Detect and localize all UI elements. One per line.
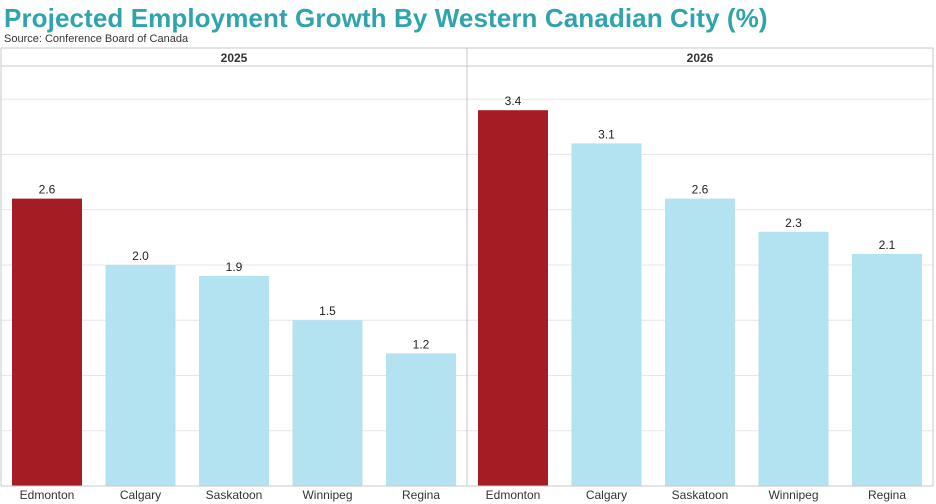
bar: [758, 231, 829, 486]
data-label: 2.1: [879, 238, 896, 252]
category-label: Calgary: [120, 488, 161, 502]
data-label: 3.1: [598, 127, 615, 141]
category-label: Winnipeg: [768, 488, 818, 502]
panel-2025: 2025 2.6 Edmonton 2.0 Calgary 1.9 Saskatoon 1.5…: [0, 47, 467, 502]
category-label: Edmonton: [486, 488, 541, 502]
data-label: 2.3: [785, 216, 802, 230]
category-label: Regina: [402, 488, 440, 502]
chart-title: Projected Employment Growth By Western C…: [4, 3, 768, 33]
bar: [386, 353, 456, 486]
bar: [199, 276, 269, 486]
bar: [571, 143, 642, 487]
chart-source: Source: Conference Board of Canada: [4, 33, 189, 45]
data-label: 2.0: [132, 249, 149, 263]
bar: [478, 110, 548, 487]
bar: [105, 264, 176, 486]
category-label: Edmonton: [20, 488, 75, 502]
category-label: Winnipeg: [302, 488, 352, 502]
bar: [292, 320, 363, 486]
bar: [12, 198, 82, 486]
data-label: 1.2: [413, 337, 430, 351]
bar: [852, 253, 922, 486]
category-label: Saskatoon: [206, 488, 263, 502]
data-label: 1.5: [319, 304, 336, 318]
data-label: 2.6: [39, 183, 56, 197]
panel-2026: 2026 3.4 Edmonton 3.1 Calgary 2.6 Saskatoon 2.3…: [466, 47, 934, 502]
data-label: 3.4: [505, 94, 522, 108]
category-label: Calgary: [586, 488, 627, 502]
category-label: Saskatoon: [672, 488, 729, 502]
panel-title: 2026: [687, 51, 714, 65]
bar: [665, 198, 735, 486]
category-label: Regina: [868, 488, 906, 502]
data-label: 2.6: [692, 183, 709, 197]
data-label: 1.9: [226, 260, 243, 274]
panel-title: 2025: [221, 51, 248, 65]
